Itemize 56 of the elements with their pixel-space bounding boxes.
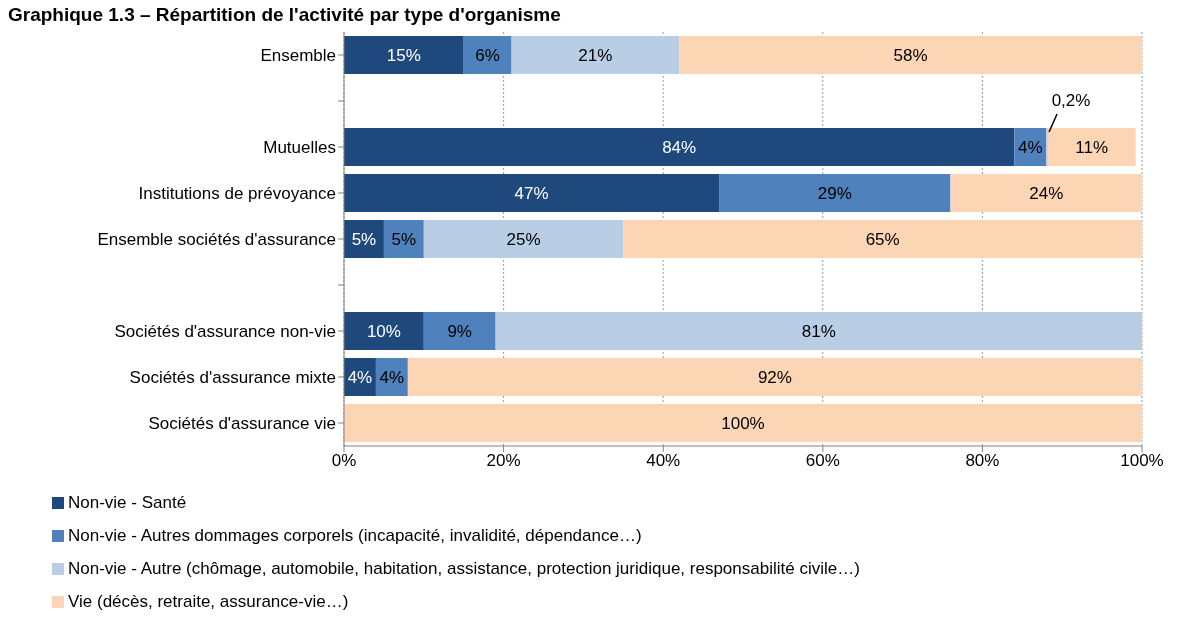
legend-label: Non-vie - Santé	[68, 492, 187, 513]
x-tick-label: 100%	[1120, 451, 1164, 471]
y-tick-label: Institutions de prévoyance	[138, 184, 336, 204]
y-tick-label: Sociétés d'assurance vie	[148, 414, 336, 434]
data-label: 65%	[865, 229, 900, 249]
data-label: 5%	[351, 229, 377, 249]
data-label: 29%	[817, 183, 852, 203]
data-label: 92%	[757, 367, 792, 387]
bar	[407, 358, 1142, 396]
bar	[344, 128, 1015, 166]
x-tick-label: 20%	[486, 451, 521, 471]
data-label: 21%	[578, 45, 613, 65]
y-tick-label: Mutuelles	[263, 138, 336, 158]
bar	[423, 312, 496, 350]
data-label: 9%	[447, 321, 472, 341]
data-label: 6%	[475, 45, 500, 65]
legend-label: Non-vie - Autres dommages corporels (incapacité, invalidité, dépendance…)	[68, 525, 642, 546]
bar	[344, 312, 424, 350]
data-label: 4%	[347, 367, 373, 387]
bar	[950, 174, 1142, 212]
bar	[719, 174, 951, 212]
bar	[344, 36, 464, 74]
bar	[623, 220, 1142, 258]
bar	[679, 36, 1142, 74]
bar	[344, 174, 720, 212]
data-label: 10%	[366, 321, 401, 341]
x-tick-label: 0%	[331, 451, 357, 471]
bar	[495, 312, 1142, 350]
bar	[423, 220, 624, 258]
data-label: 5%	[391, 229, 417, 249]
y-tick-label: Ensemble	[260, 46, 336, 66]
chart-title: Graphique 1.3 – Répartition de l'activité par type d'organisme	[8, 4, 562, 26]
data-label: 11%	[1075, 137, 1109, 157]
data-label: 25%	[506, 229, 541, 249]
y-tick-label: Sociétés d'assurance non-vie	[114, 322, 336, 342]
x-tick-label: 40%	[646, 451, 681, 471]
x-tick-label: 60%	[805, 451, 840, 471]
data-label: 100%	[721, 413, 765, 433]
data-label: 47%	[514, 183, 549, 203]
legend-label: Vie (décès, retraite, assurance-vie…)	[68, 591, 349, 612]
data-label: 4%	[1017, 137, 1043, 157]
data-label: 58%	[893, 45, 928, 65]
legend-label: Non-vie - Autre (chômage, automobile, habitation, assistance, protection juridique, responsabilité civile…)	[68, 558, 860, 579]
data-label: 0,2%	[1051, 91, 1091, 110]
data-label: 81%	[801, 321, 836, 341]
y-tick-label: Ensemble sociétés d'assurance	[97, 230, 336, 250]
y-tick-label: Sociétés d'assurance mixte	[129, 368, 336, 388]
data-label: 24%	[1029, 183, 1064, 203]
bar	[1047, 128, 1136, 166]
data-label: 84%	[662, 137, 697, 157]
bar	[344, 404, 1142, 442]
x-tick-label: 80%	[965, 451, 1000, 471]
bar	[463, 36, 512, 74]
data-label: 4%	[379, 367, 405, 387]
bar	[511, 36, 680, 74]
data-label: 15%	[386, 45, 421, 65]
